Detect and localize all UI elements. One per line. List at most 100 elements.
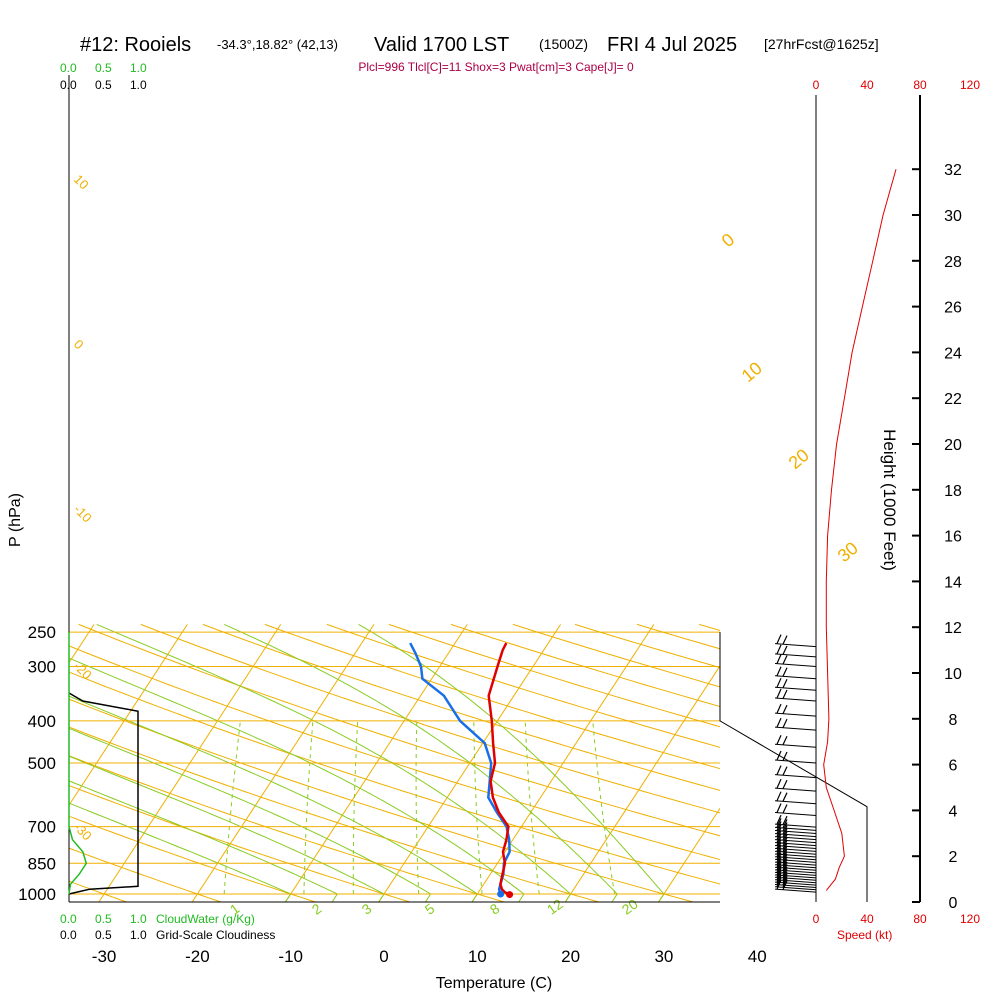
wind-barb xyxy=(774,666,817,680)
y-axis-label: P (hPa) xyxy=(7,493,24,547)
barb-staff xyxy=(774,864,817,869)
barb-staff xyxy=(774,774,817,779)
barb-flag xyxy=(782,822,788,832)
barb-flag xyxy=(776,844,782,855)
cloudwater-scale-top: 0.0 0.5 1.0 xyxy=(60,61,147,75)
barb-staff xyxy=(774,800,817,805)
barb-flag xyxy=(776,666,782,676)
dry-adiabat-line xyxy=(69,755,507,902)
wind-barb xyxy=(774,818,817,831)
barb-flag xyxy=(782,853,788,863)
cloudwater-label: CloudWater (g/Kg) xyxy=(156,912,255,926)
cw-top-1: 0.5 xyxy=(95,61,112,75)
barb-flag xyxy=(776,839,782,849)
sounding-params: Plcl=996 Tlcl[C]=11 Shox=3 Pwat[cm]=3 Ca… xyxy=(358,60,634,74)
height-tick-label: 2 xyxy=(949,849,958,866)
temperature-tick-label: 10 xyxy=(468,947,487,966)
barb-flag xyxy=(782,851,788,861)
temperature-tick-label: 20 xyxy=(561,947,580,966)
barb-staff xyxy=(774,871,817,876)
pressure-tick-label: 1000 xyxy=(18,885,56,904)
wind-barb xyxy=(774,827,817,841)
barb-staff xyxy=(774,853,817,858)
barb-staff xyxy=(774,830,817,835)
barb-staff xyxy=(774,726,817,731)
isotherm-line xyxy=(69,624,188,807)
spd-top-1: 40 xyxy=(860,78,874,92)
barb-flag xyxy=(782,736,788,746)
barb-staff xyxy=(774,876,817,881)
barb-flag xyxy=(776,827,782,837)
dry-adiabat-line xyxy=(69,645,720,861)
wind-barb xyxy=(774,836,817,850)
cl-bot-1: 0.5 xyxy=(95,928,112,942)
barb-flag xyxy=(782,635,788,645)
barb-staff xyxy=(774,839,817,844)
spd-top-3: 120 xyxy=(960,78,980,92)
spd-bot-0: 0 xyxy=(813,912,820,926)
barb-staff xyxy=(774,833,817,838)
cloudwater-scale-bottom: 0.0 0.5 1.0 CloudWater (g/Kg) xyxy=(60,912,255,926)
barb-flag xyxy=(782,779,788,789)
moist-adiabat-line xyxy=(96,623,572,902)
dry-adiabat-line xyxy=(140,623,720,814)
barb-staff xyxy=(774,845,817,850)
wind-barb xyxy=(774,803,817,817)
barb-staff xyxy=(774,823,817,828)
dry-adiabat-line xyxy=(78,623,720,837)
barb-flag xyxy=(782,842,788,852)
barb-flag xyxy=(782,834,788,844)
cloudiness-line xyxy=(68,692,139,895)
station-title: #12: Rooiels xyxy=(80,34,191,56)
wind-barb xyxy=(774,688,817,702)
barb-flag xyxy=(782,831,788,841)
barb-staff xyxy=(774,866,817,871)
wind-barb xyxy=(774,778,817,792)
barb-flag xyxy=(776,836,782,846)
moist-adiabat-line xyxy=(223,623,618,902)
barb-flag xyxy=(776,634,782,644)
spd-top-0: 0 xyxy=(813,78,820,92)
height-tick-label: 30 xyxy=(944,208,962,225)
barb-flag xyxy=(782,837,788,847)
height-tick-label: 4 xyxy=(949,803,958,820)
barb-staff xyxy=(774,888,817,893)
speed-line xyxy=(823,169,897,891)
wind-barb xyxy=(774,791,817,805)
barb-flag xyxy=(776,735,782,745)
wind-barb xyxy=(774,750,817,764)
x-axis-label: Temperature (C) xyxy=(436,975,552,992)
wind-barb xyxy=(774,824,817,838)
height-tick-label: 12 xyxy=(944,620,962,637)
cloudiness-scale-top: 0.0 0.5 1.0 xyxy=(60,78,147,92)
wind-barb xyxy=(774,814,817,828)
profiles xyxy=(68,169,897,899)
height-tick-label: 14 xyxy=(944,574,962,591)
temperature-tick-label: 30 xyxy=(654,947,673,966)
barb-staff xyxy=(774,886,817,891)
wind-barb xyxy=(774,703,817,717)
barb-flag xyxy=(776,833,782,843)
barb-flag xyxy=(782,678,788,688)
barb-flag xyxy=(782,655,788,665)
isotherm-line xyxy=(658,807,720,902)
height-tick-label: 26 xyxy=(944,300,962,317)
isotherm-line xyxy=(471,624,655,902)
wind-barb xyxy=(774,634,817,648)
height-axis-label: Height (1000 Feet) xyxy=(880,429,899,571)
height-tick-label: 24 xyxy=(944,345,962,362)
cl-top-2: 1.0 xyxy=(130,78,147,92)
barb-staff xyxy=(774,686,817,691)
barb-flag xyxy=(782,751,788,761)
dry-adiabat-line xyxy=(69,698,696,902)
isotherm-line xyxy=(191,624,375,902)
cl-bot-2: 1.0 xyxy=(130,928,147,942)
wind-barb xyxy=(774,833,817,847)
height-tick-label: 28 xyxy=(944,254,962,271)
cl-bot-0: 0.0 xyxy=(60,928,77,942)
barb-flag xyxy=(776,717,782,728)
barb-flag xyxy=(776,750,782,761)
barb-flag xyxy=(782,766,788,776)
wind-barb xyxy=(774,844,817,858)
